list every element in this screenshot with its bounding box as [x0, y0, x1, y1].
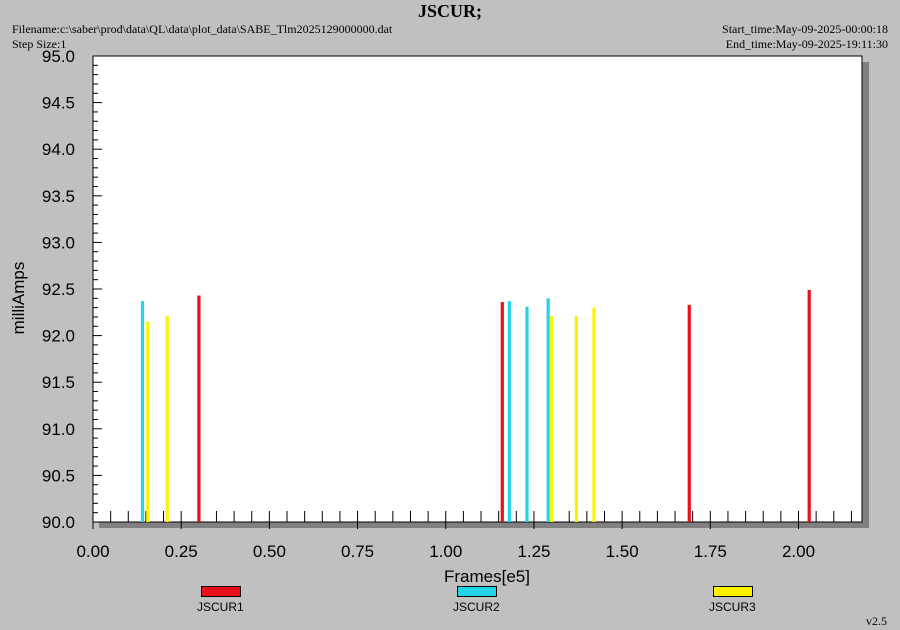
x-axis: 0.00 0.25 0.50 0.75 1.00 1.25 1.50 1.75 2.00	[76, 511, 852, 561]
bar-jscur2	[140, 301, 145, 522]
bar-jscur3	[146, 321, 150, 522]
legend-label-jscur3: JSCUR3	[709, 600, 756, 614]
filename-label: Filename:c:\saber\prod\data\QL\data\plot…	[12, 22, 393, 36]
y-axis-title: milliAmps	[9, 262, 28, 335]
legend-swatch-jscur1	[201, 586, 241, 597]
y-tick-label: 90.0	[42, 513, 75, 532]
y-tick-label: 90.5	[42, 466, 75, 485]
bar-jscur1	[197, 295, 201, 522]
start-time-label: Start_time:May-09-2025-00:00:18	[722, 22, 888, 36]
y-tick-label: 92.0	[42, 327, 75, 346]
y-axis: 90.0 90.5 91.0 91.5 92.0 92.5 93.0 93.5 94.0 94.5…	[42, 47, 102, 532]
plot-area	[92, 55, 863, 523]
bar-jscur2	[546, 298, 550, 522]
legend-label-jscur2: JSCUR2	[453, 600, 500, 614]
y-tick-label: 93.5	[42, 187, 75, 206]
chart-title: JSCUR;	[417, 1, 482, 21]
end-time-label: End_time:May-09-2025-19:11:30	[725, 37, 888, 51]
y-tick-label: 91.5	[42, 373, 75, 392]
y-tick-label: 94.0	[42, 140, 75, 159]
x-tick-label: 0.50	[253, 542, 286, 561]
x-tick-label: 2.00	[782, 542, 815, 561]
bar-jscur1	[687, 304, 691, 522]
bar-jscur1	[807, 289, 811, 522]
data-marks	[140, 289, 811, 522]
bar-jscur3	[550, 316, 554, 522]
y-tick-label: 93.0	[42, 233, 75, 252]
bar-jscur3	[574, 316, 578, 522]
bar-jscur2	[525, 306, 529, 522]
legend-swatch-jscur2	[457, 586, 497, 597]
x-tick-label: 1.25	[517, 542, 550, 561]
x-tick-label: 1.75	[694, 542, 727, 561]
legend-label-jscur1: JSCUR1	[197, 600, 244, 614]
x-tick-label: 0.00	[76, 542, 109, 561]
bar-jscur2	[507, 301, 511, 522]
bar-jscur1	[500, 302, 504, 522]
bar-jscur3	[165, 316, 169, 522]
version-label: v2.5	[866, 614, 887, 628]
x-tick-label: 1.50	[606, 542, 639, 561]
x-tick-label: 0.75	[341, 542, 374, 561]
x-tick-label: 0.25	[165, 542, 198, 561]
y-tick-label: 92.5	[42, 280, 75, 299]
y-tick-label: 91.0	[42, 420, 75, 439]
x-axis-title: Frames[e5]	[444, 567, 530, 586]
legend-swatch-jscur3	[713, 586, 753, 597]
y-tick-label: 94.5	[42, 94, 75, 113]
x-tick-label: 1.00	[429, 542, 462, 561]
step-size-label: Step Size:1	[12, 37, 67, 51]
bar-jscur3	[592, 307, 596, 522]
y-tick-label: 95.0	[42, 47, 75, 66]
